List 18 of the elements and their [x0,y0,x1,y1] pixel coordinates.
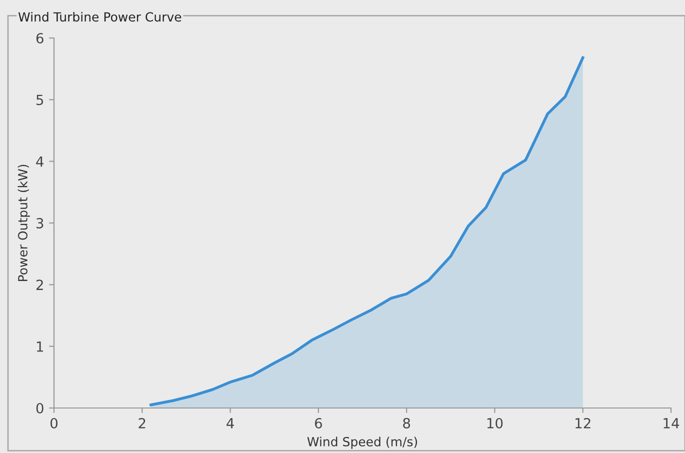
x-tick-label: 12 [576,418,590,428]
x-tick-label: 0 [50,418,58,428]
y-tick-label: 3 [36,218,44,228]
y-axis-title: Power Output (kW) [18,164,30,282]
y-tick-label: 0 [36,402,44,414]
y-tick-label: 2 [36,280,43,290]
x-tick-label: 10 [487,418,503,428]
y-tick-label: 4 [36,156,44,167]
x-tick-label: 6 [314,418,322,428]
y-tick-label: 5 [36,94,44,106]
x-tick-label: 8 [403,418,410,428]
x-tick-label: 14 [664,418,680,428]
y-tick-label: 6 [36,32,44,44]
chart-title: Wind Turbine Power Curve [18,12,182,22]
x-tick-label: 4 [226,418,234,428]
x-axis-title: Wind Speed (m/s) [307,436,418,449]
y-tick-label: 1 [36,341,43,352]
x-tick-label: 2 [138,418,146,428]
